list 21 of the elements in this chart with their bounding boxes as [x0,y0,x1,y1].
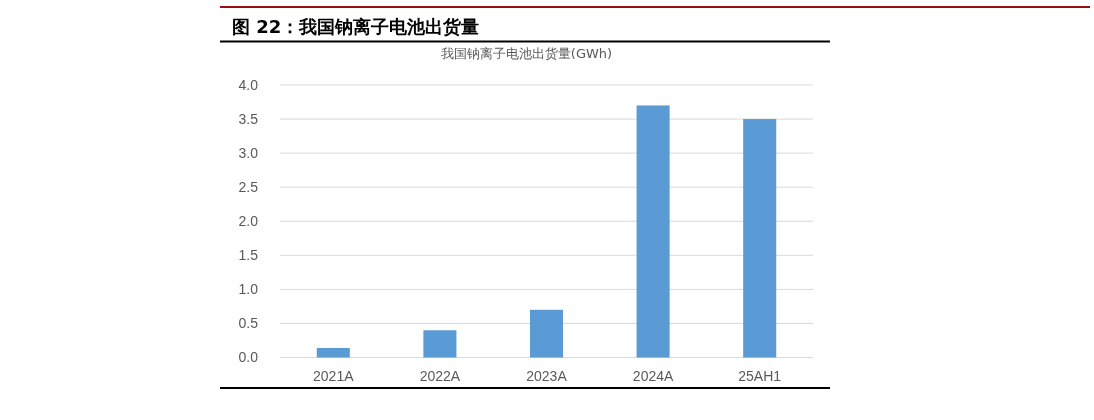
y-tick-label: 1.5 [238,247,259,264]
y-tick-label: 0.0 [238,349,259,366]
y-tick-label: 3.0 [238,145,259,162]
x-tick-label: 2024A [632,368,674,384]
y-tick-label: 1.0 [238,281,259,298]
y-tick-label: 4.0 [238,76,259,93]
x-tick-label: 2022A [419,368,461,384]
y-tick-label: 3.5 [238,110,259,127]
x-tick-label: 2023A [526,368,568,384]
x-tick-label: 25AH1 [738,368,782,384]
bar [423,330,457,358]
bar [316,347,350,358]
y-tick-label: 2.0 [238,213,259,230]
bar [529,309,564,358]
chart-subtitle: 我国钠离子电池出货量(GWh) [440,46,613,61]
x-tick-label: 2021A [313,368,355,384]
bar [743,119,777,358]
chart-title: 图 22：我国钠离子电池出货量 [232,16,480,37]
y-tick-label: 2.5 [238,179,259,196]
y-tick-label: 0.5 [238,315,259,332]
bar [636,105,670,358]
